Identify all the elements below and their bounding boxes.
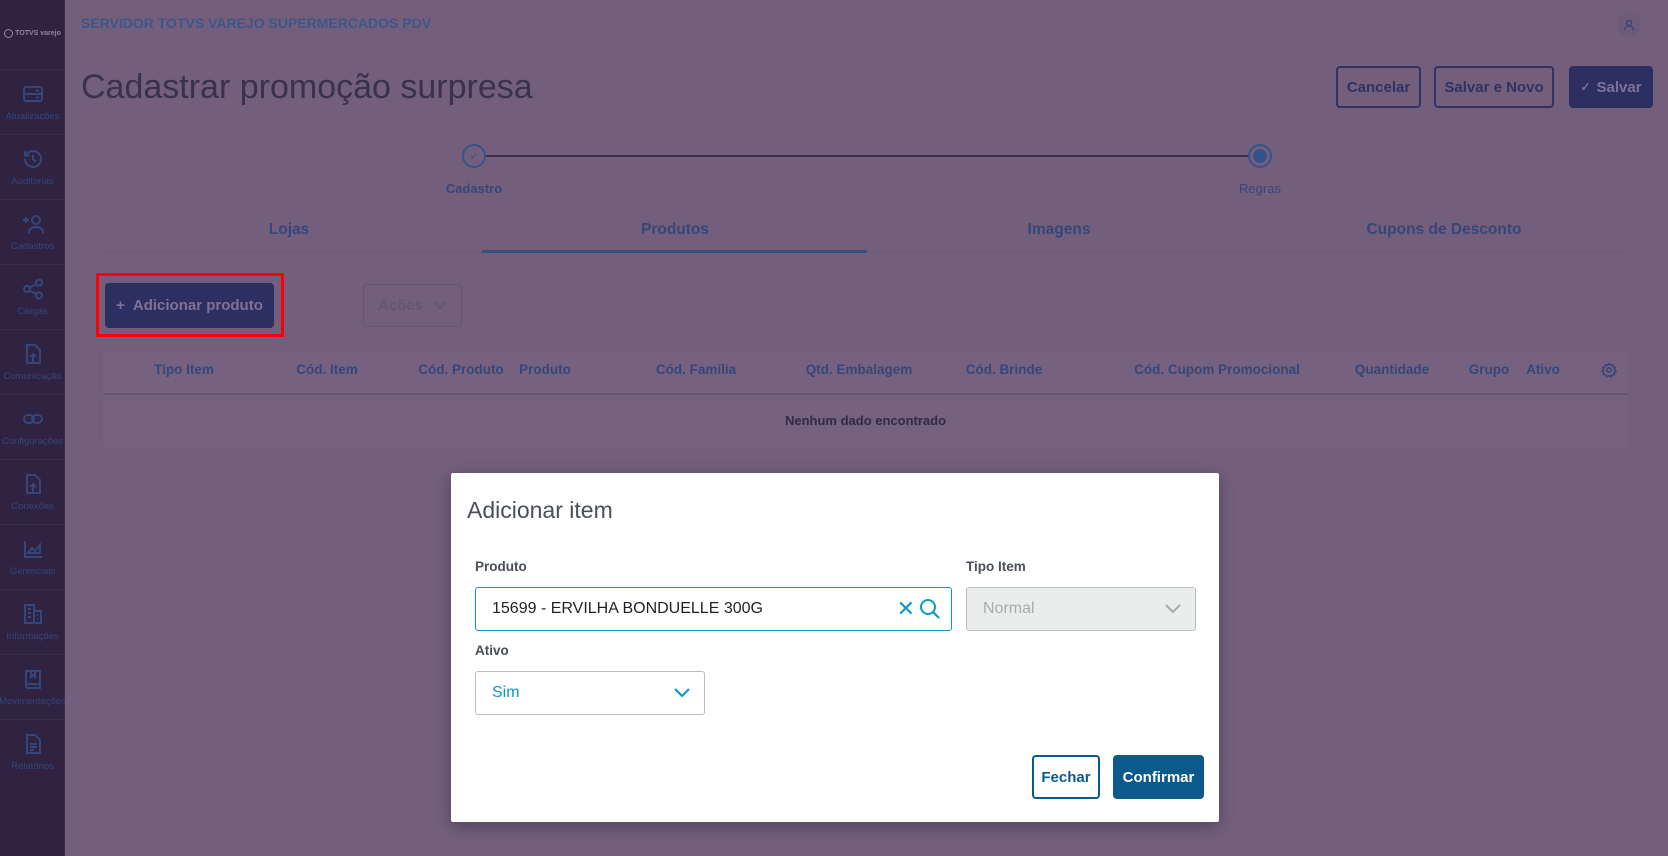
column-header[interactable]: Tipo Item	[154, 362, 214, 377]
file-upload-icon	[25, 473, 41, 494]
sidebar: TOTVS varejo Atualizações Auditorias Cadas…	[0, 0, 65, 856]
stepper-line	[486, 155, 1248, 157]
sidebar-item-label: Movimentações	[0, 695, 65, 707]
share-icon	[22, 278, 43, 299]
sidebar-item-label: Atualizações	[5, 110, 60, 122]
column-header[interactable]: Cód. Item	[296, 362, 358, 377]
column-header[interactable]: Qtd. Embalagem	[805, 362, 913, 377]
document-icon	[25, 733, 41, 754]
column-header[interactable]: Cód. Família	[655, 362, 737, 377]
sidebar-item-label: Auditorias	[11, 175, 54, 187]
produto-label: Produto	[475, 559, 527, 574]
sidebar-item-label: Cadastros	[10, 240, 55, 252]
save-button[interactable]: ✓ Salvar	[1569, 66, 1653, 108]
sidebar-item-auditorias[interactable]: Auditorias	[0, 134, 65, 199]
sidebar-item-label: Configurações	[1, 435, 64, 447]
cancel-button[interactable]: Cancelar	[1336, 66, 1421, 108]
sidebar-item-label: Gerenciais	[9, 565, 56, 577]
sidebar-item-conexoes[interactable]: Conexões	[0, 459, 65, 524]
tab-imagens[interactable]: Imagens	[1027, 221, 1091, 238]
page-title: Cadastrar promoção surpresa	[81, 68, 533, 106]
modal-title: Adicionar item	[467, 497, 613, 523]
tab-lojas[interactable]: Lojas	[268, 221, 310, 238]
step-label: Cadastro	[445, 181, 503, 196]
table-header-divider	[103, 393, 1628, 395]
close-button[interactable]: Fechar	[1032, 755, 1100, 799]
history-icon	[23, 149, 42, 168]
sidebar-item-label: Relatórios	[11, 760, 54, 772]
search-icon[interactable]	[919, 598, 941, 620]
chevron-down-icon	[1165, 604, 1181, 614]
highlight-box	[96, 273, 284, 337]
file-upload-icon	[25, 343, 41, 364]
sidebar-item-relatorios[interactable]: Relatórios	[0, 719, 65, 784]
sidebar-item-label: Informações	[6, 630, 59, 642]
step-label: Regras	[1239, 181, 1281, 196]
building-icon	[23, 603, 42, 624]
add-product-button[interactable]: + Adicionar produto	[105, 283, 274, 328]
column-header[interactable]: Cód. Produto	[418, 362, 504, 377]
products-table	[103, 351, 1628, 447]
chart-icon	[23, 540, 42, 558]
add-user-icon	[22, 214, 44, 233]
server-title: SERVIDOR TOTVS VAREJO SUPERMERCADOS PDV	[81, 15, 432, 31]
clear-icon[interactable]: ✕	[896, 596, 915, 621]
tab-produtos[interactable]: Produtos	[640, 221, 710, 238]
step-regras[interactable]	[1248, 144, 1272, 168]
sidebar-item-comunicacao[interactable]: Comunicação	[0, 329, 65, 394]
column-header[interactable]: Produto	[519, 362, 571, 377]
sidebar-item-label: Conexões	[11, 500, 54, 512]
sidebar-item-label: Comunicação	[3, 370, 62, 382]
active-dot-icon	[1253, 149, 1267, 163]
actions-dropdown[interactable]: Ações	[363, 284, 462, 327]
sidebar-item-label: Cargas	[17, 305, 48, 317]
tab-cupons-de-desconto[interactable]: Cupons de Desconto	[1366, 221, 1522, 238]
tipo-item-label: Tipo Item	[966, 559, 1026, 574]
column-header[interactable]: Quantidade	[1354, 362, 1430, 377]
empty-state: Nenhum dado encontrado	[784, 413, 947, 428]
sidebar-item-informacoes[interactable]: Informações	[0, 589, 65, 654]
step-cadastro[interactable]: ✓	[462, 144, 486, 168]
check-icon: ✓	[469, 150, 479, 163]
sidebar-item-gerenciais[interactable]: Gerenciais	[0, 524, 65, 589]
column-header[interactable]: Cód. Cupom Promocional	[1134, 362, 1300, 377]
user-avatar[interactable]	[1617, 13, 1641, 37]
column-header[interactable]: Grupo	[1468, 362, 1510, 377]
tipo-item-select[interactable]: Normal	[966, 587, 1196, 631]
column-header[interactable]: Ativo	[1526, 362, 1560, 377]
link-icon	[22, 413, 43, 424]
user-icon	[1623, 19, 1635, 31]
confirm-button[interactable]: Confirmar	[1113, 755, 1204, 799]
sidebar-item-cadastros[interactable]: Cadastros	[0, 199, 65, 264]
book-icon	[24, 669, 41, 689]
gear-icon[interactable]	[1601, 362, 1617, 378]
totvs-logo: TOTVS varejo	[0, 22, 65, 44]
chevron-down-icon	[433, 301, 447, 310]
column-header[interactable]: Cód. Brinde	[965, 362, 1043, 377]
add-item-modal: Adicionar item Produto 15699 - ERVILHA B…	[451, 473, 1219, 822]
server-icon	[22, 85, 43, 102]
chevron-down-icon	[674, 688, 690, 698]
ativo-label: Ativo	[475, 643, 509, 658]
sidebar-item-atualizacoes[interactable]: Atualizações	[0, 69, 65, 134]
save-and-new-button[interactable]: Salvar e Novo	[1434, 66, 1554, 108]
sidebar-item-cargas[interactable]: Cargas	[0, 264, 65, 329]
produto-input[interactable]: 15699 - ERVILHA BONDUELLE 300G ✕	[475, 587, 952, 631]
check-icon: ✓	[1580, 80, 1591, 94]
sidebar-item-movimentacoes[interactable]: Movimentações	[0, 654, 65, 719]
active-tab-indicator	[482, 250, 867, 253]
ativo-select[interactable]: Sim	[475, 671, 705, 715]
plus-icon: +	[116, 297, 125, 314]
sidebar-item-configuracoes[interactable]: Configurações	[0, 394, 65, 459]
